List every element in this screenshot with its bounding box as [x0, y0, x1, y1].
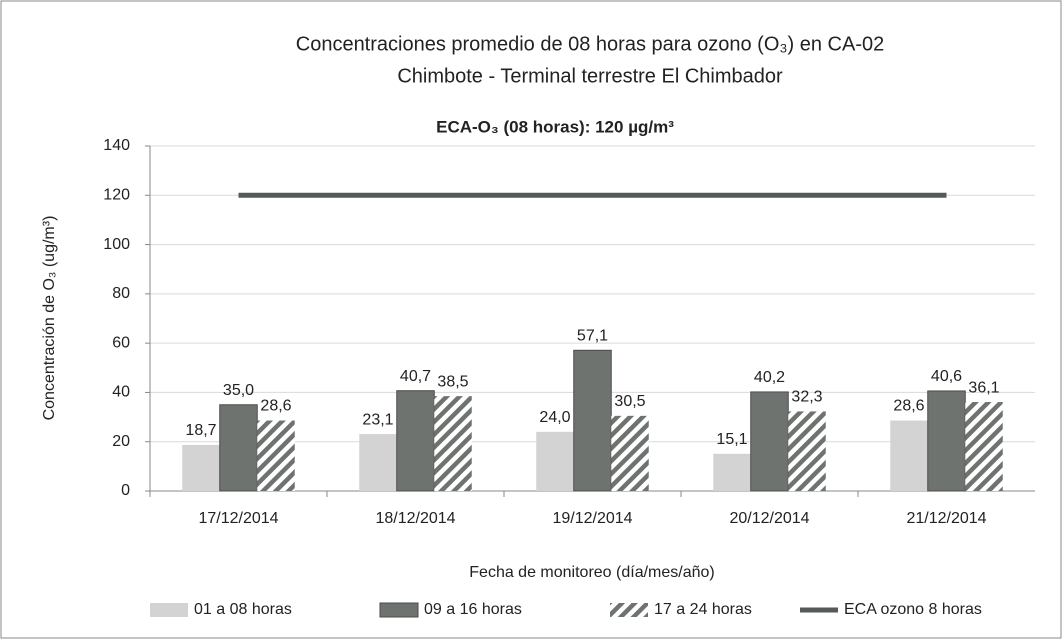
x-axis-label: Fecha de monitoreo (día/mes/año)	[469, 564, 714, 581]
data-label: 35,0	[223, 382, 254, 399]
y-tick-label: 80	[112, 285, 130, 302]
data-label: 40,7	[400, 368, 431, 385]
data-label: 24,0	[539, 409, 570, 426]
legend-swatch	[150, 603, 188, 617]
y-tick-label: 40	[112, 384, 130, 401]
data-label: 18,7	[185, 422, 216, 439]
data-label: 40,2	[754, 369, 785, 386]
legend-label: 01 a 08 horas	[194, 601, 292, 618]
bar	[573, 349, 612, 492]
bar	[257, 420, 295, 491]
legend-label: 09 a 16 horas	[424, 601, 522, 618]
bar	[788, 411, 826, 491]
y-tick-label: 120	[103, 187, 130, 204]
y-tick-label: 60	[112, 334, 130, 351]
bar	[359, 434, 397, 491]
x-tick-label: 17/12/2014	[198, 510, 278, 527]
data-label: 32,3	[791, 389, 822, 406]
bar	[396, 390, 435, 492]
legend-label: 17 a 24 horas	[654, 601, 752, 618]
data-label: 38,5	[437, 373, 468, 390]
y-tick-label: 20	[112, 433, 130, 450]
y-tick-label: 0	[121, 482, 130, 499]
data-label: 28,6	[260, 398, 291, 415]
annotation: ECA-O₃ (08 horas): 120 µg/m³	[436, 117, 674, 136]
data-label: 15,1	[716, 431, 747, 448]
bar	[611, 415, 649, 491]
x-tick-label: 18/12/2014	[375, 510, 455, 527]
bar	[434, 396, 472, 491]
bar	[536, 431, 574, 491]
x-tick-label: 20/12/2014	[729, 510, 809, 527]
data-label: 40,6	[931, 368, 962, 385]
bar	[965, 402, 1003, 491]
bar	[750, 391, 789, 492]
data-label: 23,1	[362, 411, 393, 428]
legend-swatch	[610, 603, 648, 617]
legend-swatch	[379, 602, 419, 618]
data-label: 28,6	[893, 398, 924, 415]
bar	[927, 390, 966, 492]
bar	[713, 453, 751, 491]
chart-subtitle: Chimbote - Terminal terrestre El Chimbad…	[397, 65, 783, 87]
bar	[182, 444, 220, 491]
y-tick-label: 100	[103, 236, 130, 253]
data-label: 30,5	[614, 393, 645, 410]
bar	[890, 420, 928, 491]
data-label: 57,1	[577, 328, 608, 345]
x-tick-label: 19/12/2014	[552, 510, 632, 527]
x-tick-label: 21/12/2014	[906, 510, 986, 527]
bar	[219, 404, 258, 492]
legend-label: ECA ozono 8 horas	[844, 601, 982, 618]
y-tick-label: 140	[103, 137, 130, 154]
data-label: 36,1	[968, 379, 999, 396]
y-axis-label: Concentración de O₃ (ug/m³)	[41, 216, 58, 421]
chart-title: Concentraciones promedio de 08 horas par…	[296, 33, 884, 55]
